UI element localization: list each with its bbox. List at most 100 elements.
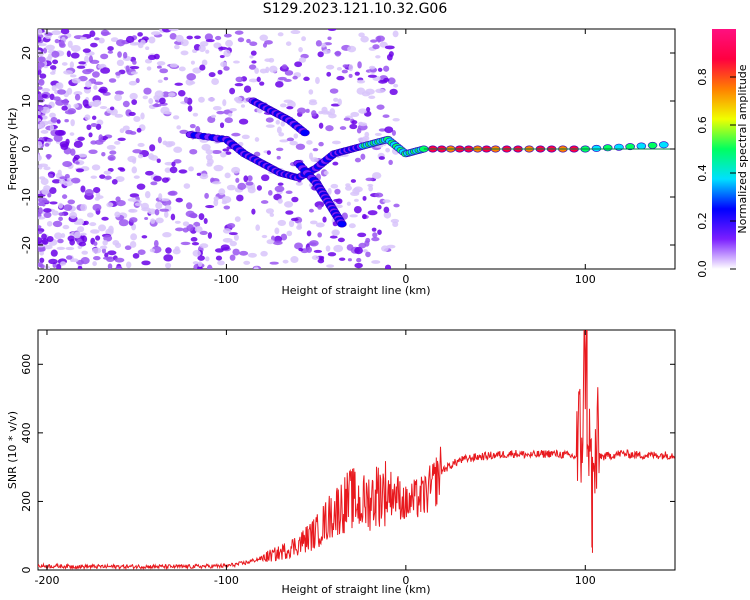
noise-speckle	[275, 119, 281, 125]
noise-speckle	[70, 44, 81, 52]
noise-speckle	[392, 30, 399, 38]
noise-speckle	[274, 227, 280, 235]
noise-speckle	[332, 230, 339, 236]
noise-speckle	[98, 134, 103, 142]
noise-speckle	[114, 211, 121, 218]
noise-speckle	[140, 112, 145, 120]
noise-speckle	[150, 31, 161, 36]
noise-speckle	[348, 64, 354, 72]
noise-speckle	[61, 105, 68, 111]
noise-speckle	[80, 185, 86, 193]
noise-speckle	[164, 161, 174, 166]
noise-speckle	[333, 97, 339, 102]
noise-speckle	[89, 30, 96, 37]
y-tick-label: -10	[20, 188, 33, 206]
noise-speckle	[56, 246, 66, 251]
noise-speckle	[82, 48, 91, 53]
noise-speckle	[224, 172, 231, 179]
noise-speckle	[269, 65, 278, 73]
noise-speckle	[194, 226, 203, 233]
noise-speckle	[382, 199, 391, 203]
noise-speckle	[45, 44, 55, 51]
noise-speckle	[376, 36, 382, 43]
noise-speckle	[189, 148, 198, 155]
noise-speckle	[137, 42, 144, 49]
noise-speckle	[208, 72, 216, 78]
noise-speckle	[39, 73, 47, 79]
noise-speckle	[199, 243, 209, 249]
noise-speckle	[375, 88, 386, 94]
noise-speckle	[212, 105, 222, 111]
noise-speckle	[211, 181, 222, 185]
noise-speckle	[207, 158, 214, 165]
noise-speckle	[310, 157, 319, 163]
noise-speckle	[51, 210, 59, 216]
noise-speckle	[241, 134, 250, 140]
noise-speckle	[153, 239, 159, 248]
x-tick-label: -200	[34, 574, 59, 587]
noise-speckle	[360, 35, 369, 43]
noise-speckle	[39, 250, 44, 256]
noise-speckle	[61, 62, 68, 66]
noise-speckle	[51, 85, 57, 92]
noise-speckle	[315, 76, 320, 85]
noise-speckle	[106, 202, 114, 208]
noise-speckle	[75, 161, 80, 165]
noise-speckle	[356, 257, 362, 263]
noise-speckle	[290, 30, 301, 35]
noise-speckle	[91, 115, 97, 120]
noise-speckle	[319, 257, 325, 261]
noise-speckle	[80, 257, 90, 265]
noise-speckle	[54, 129, 65, 136]
noise-speckle	[321, 106, 328, 114]
noise-speckle	[92, 187, 101, 194]
noise-speckle	[174, 82, 183, 86]
noise-speckle	[92, 261, 97, 267]
noise-speckle	[277, 219, 287, 226]
noise-speckle	[276, 126, 282, 134]
noise-speckle	[140, 202, 149, 210]
noise-speckle	[275, 81, 284, 88]
noise-speckle	[38, 163, 49, 168]
noise-speckle	[158, 193, 163, 201]
noise-speckle	[73, 103, 79, 108]
noise-speckle	[239, 250, 249, 256]
noise-speckle	[75, 168, 85, 173]
y-tick-label: 0	[20, 146, 33, 153]
noise-speckle	[346, 201, 351, 206]
noise-speckle	[38, 43, 47, 47]
x-tick-label: -100	[214, 574, 239, 587]
noise-speckle	[384, 45, 395, 50]
noise-speckle	[49, 187, 57, 194]
noise-speckle	[261, 174, 270, 182]
noise-speckle	[362, 249, 368, 253]
noise-speckle	[358, 32, 365, 38]
noise-speckle	[309, 220, 318, 225]
noise-speckle	[54, 38, 60, 44]
noise-speckle	[227, 112, 233, 117]
noise-speckle	[46, 154, 51, 160]
noise-speckle	[238, 118, 249, 125]
noise-speckle	[231, 166, 241, 174]
noise-speckle	[43, 211, 52, 219]
noise-speckle	[198, 213, 205, 221]
noise-speckle	[163, 210, 169, 218]
noise-speckle	[221, 200, 228, 205]
noise-speckle	[161, 91, 170, 98]
noise-speckle	[255, 224, 261, 231]
noise-speckle	[234, 83, 244, 87]
noise-speckle	[170, 213, 176, 221]
noise-speckle	[297, 107, 307, 114]
noise-speckle	[223, 33, 232, 38]
noise-speckle	[290, 256, 299, 264]
noise-speckle	[336, 75, 345, 81]
noise-speckle	[63, 204, 73, 211]
noise-speckle	[65, 246, 75, 251]
noise-speckle	[82, 99, 89, 107]
noise-speckle	[325, 245, 331, 252]
noise-speckle	[335, 204, 343, 209]
noise-speckle	[161, 177, 170, 183]
noise-speckle	[336, 66, 343, 71]
noise-speckle	[66, 50, 72, 58]
noise-speckle	[133, 175, 140, 179]
